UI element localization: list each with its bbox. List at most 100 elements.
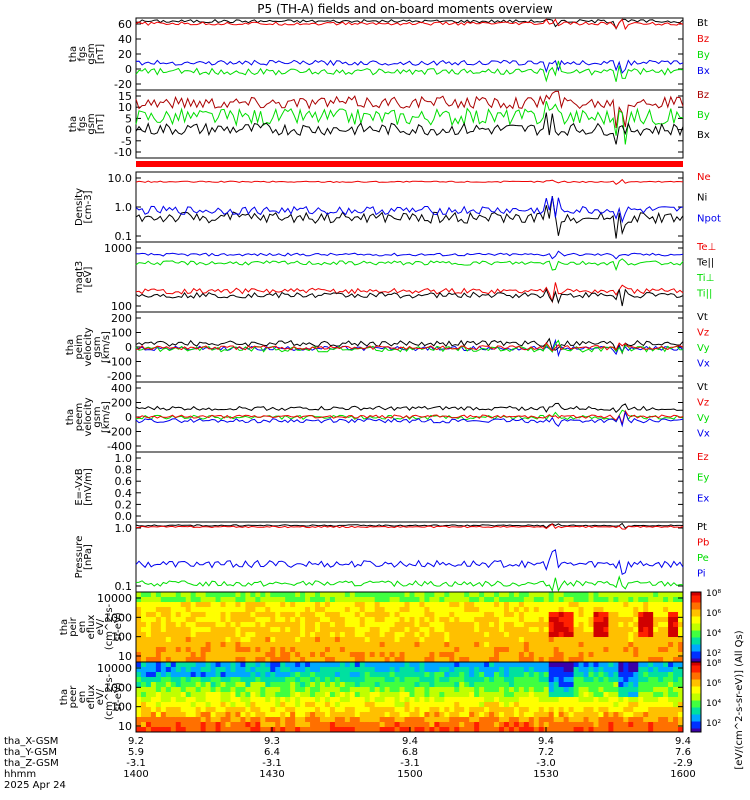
heatmap-cell xyxy=(568,707,574,713)
heatmap-cell xyxy=(429,607,435,613)
heatmap-cell xyxy=(673,612,679,618)
heatmap-cell xyxy=(429,612,435,618)
heatmap-cell xyxy=(145,602,152,608)
heatmap-cell xyxy=(374,697,381,703)
heatmap-cell xyxy=(538,667,545,673)
heatmap-cell xyxy=(508,617,515,623)
heatmap-cell xyxy=(260,727,266,733)
heatmap-cell xyxy=(200,627,207,633)
heatmap-cell xyxy=(145,627,152,633)
heatmap-cell xyxy=(140,707,147,713)
heatmap-cell xyxy=(220,592,226,598)
heatmap-cell xyxy=(374,682,381,688)
heatmap-cell xyxy=(324,627,331,633)
heatmap-cell xyxy=(334,637,341,643)
heatmap-cell xyxy=(245,712,251,718)
heatmap-cell xyxy=(518,632,525,638)
heatmap-cell xyxy=(250,707,256,713)
heatmap-cell xyxy=(210,707,216,713)
heatmap-cell xyxy=(618,682,624,688)
heatmap-cell xyxy=(255,697,261,703)
heatmap-cell xyxy=(215,677,221,683)
heatmap-cell xyxy=(583,687,589,693)
heatmap-cell xyxy=(568,702,574,708)
heatmap-cell xyxy=(508,642,515,648)
heatmap-cell xyxy=(613,612,619,618)
heatmap-cell xyxy=(195,712,202,718)
heatmap-cell xyxy=(439,692,445,698)
y-axis-label: peim xyxy=(74,334,85,359)
heatmap-cell xyxy=(489,682,495,688)
heatmap-cell xyxy=(489,697,495,703)
heatmap-cell xyxy=(603,717,609,723)
heatmap-cell xyxy=(329,617,336,623)
heatmap-cell xyxy=(489,612,495,618)
heatmap-cell xyxy=(553,622,560,628)
heatmap-cell xyxy=(270,657,276,663)
heatmap-cell xyxy=(344,722,351,728)
heatmap-cell xyxy=(210,702,216,708)
heatmap-cell xyxy=(558,632,565,638)
heatmap-cell xyxy=(613,602,619,608)
heatmap-cell xyxy=(205,597,211,603)
heatmap-cell xyxy=(668,602,674,608)
heatmap-cell xyxy=(339,597,346,603)
heatmap-cell xyxy=(623,707,629,713)
heatmap-cell xyxy=(494,627,500,633)
heatmap-cell xyxy=(344,627,351,633)
panel-frame xyxy=(135,451,684,523)
heatmap-cell xyxy=(479,652,485,658)
heatmap-cell xyxy=(310,672,316,678)
heatmap-cell xyxy=(394,697,400,703)
heatmap-cell xyxy=(329,662,336,668)
heatmap-cell xyxy=(160,697,167,703)
heatmap-cell xyxy=(668,687,674,693)
heatmap-cell xyxy=(623,622,629,628)
heatmap-cell xyxy=(235,617,241,623)
heatmap-cell xyxy=(648,602,654,608)
heatmap-cell xyxy=(484,722,490,728)
heatmap-cell xyxy=(404,672,410,678)
heatmap-cell xyxy=(489,692,495,698)
colorbar-segment xyxy=(691,676,701,680)
heatmap-cell xyxy=(165,597,172,603)
heatmap-cell xyxy=(136,597,142,603)
heatmap-cell xyxy=(260,717,266,723)
heatmap-cell xyxy=(245,677,251,683)
heatmap-cell xyxy=(578,637,584,643)
heatmap-cell xyxy=(225,727,231,733)
heatmap-cell xyxy=(235,657,241,663)
heatmap-cell xyxy=(394,622,400,628)
heatmap-cell xyxy=(324,707,331,713)
heatmap-cell xyxy=(349,652,356,658)
heatmap-cell xyxy=(503,592,510,598)
heatmap-cell xyxy=(508,707,515,713)
heatmap-cell xyxy=(245,617,251,623)
heatmap-cell xyxy=(220,647,226,653)
heatmap-cell xyxy=(633,702,639,708)
heatmap-cell xyxy=(180,612,187,618)
heatmap-cell xyxy=(643,632,649,638)
heatmap-cell xyxy=(344,647,351,653)
heatmap-cell xyxy=(374,592,381,598)
heatmap-cell xyxy=(324,677,331,683)
heatmap-cell xyxy=(494,707,500,713)
heatmap-cell xyxy=(300,602,306,608)
heatmap-cell xyxy=(265,702,271,708)
heatmap-cell xyxy=(374,627,381,633)
heatmap-cell xyxy=(225,627,231,633)
heatmap-cell xyxy=(464,697,470,703)
heatmap-cell xyxy=(190,717,197,723)
heatmap-cell xyxy=(499,617,505,623)
colorbar-tick-label: 10² xyxy=(706,649,721,659)
heatmap-cell xyxy=(474,722,480,728)
heatmap-cell xyxy=(633,632,639,638)
heatmap-cell xyxy=(280,717,286,723)
heatmap-cell xyxy=(429,727,435,733)
heatmap-cell xyxy=(474,677,480,683)
heatmap-cell xyxy=(265,592,271,598)
heatmap-cell xyxy=(160,702,167,708)
heatmap-cell xyxy=(643,662,649,668)
heatmap-cell xyxy=(513,592,520,598)
colorbar-segment xyxy=(691,662,701,666)
